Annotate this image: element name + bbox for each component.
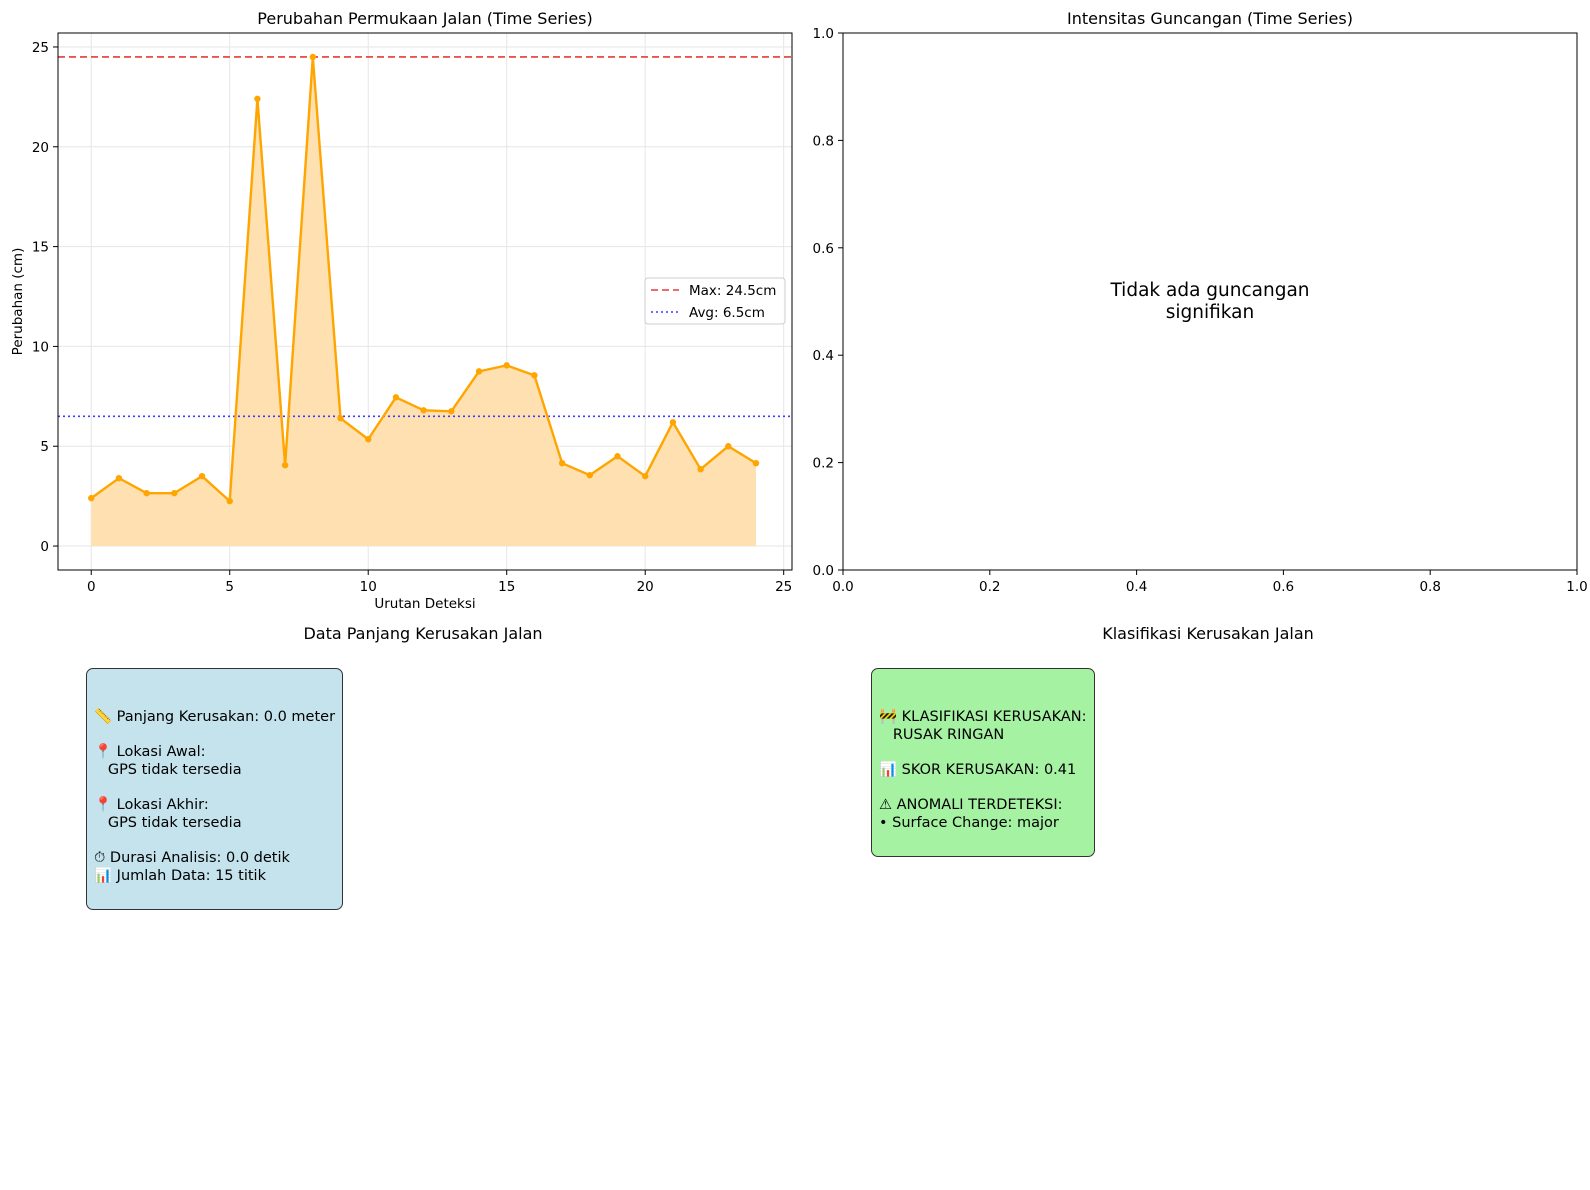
chart-title: Intensitas Guncangan (Time Series) xyxy=(1067,9,1353,28)
info-line xyxy=(94,727,335,745)
y-tick-label: 0.8 xyxy=(813,133,834,149)
y-tick-label: 10 xyxy=(32,339,49,355)
y-tick-label: 25 xyxy=(32,40,49,56)
data-point xyxy=(614,453,621,460)
data-point xyxy=(531,372,538,379)
info-line: 📊 SKOR KERUSAKAN: 0.41 xyxy=(879,761,1077,778)
info-line xyxy=(879,780,1087,798)
info-line: GPS tidak tersedia xyxy=(94,814,242,831)
data-point xyxy=(558,459,566,467)
x-tick-label: 5 xyxy=(225,579,234,595)
x-tick-label: 0.8 xyxy=(1419,579,1440,595)
info-line: 📍 Lokasi Awal: xyxy=(94,744,206,761)
x-axis-label: Urutan Deteksi xyxy=(374,596,475,612)
info-line: ⏱ Durasi Analisis: 0.0 detik xyxy=(94,849,290,866)
info-line: 🚧 KLASIFIKASI KERUSAKAN: xyxy=(879,709,1087,726)
data-point xyxy=(420,407,427,414)
data-point xyxy=(337,415,344,422)
data-point xyxy=(392,394,400,401)
data-point xyxy=(642,472,649,480)
x-axis-ticks: 0.0 0.2 0.4 0.6 0.8 1.0 xyxy=(832,570,1588,595)
x-tick-label: 10 xyxy=(360,579,377,595)
info-line xyxy=(879,744,1087,762)
y-tick-label: 15 xyxy=(32,240,49,256)
data-points xyxy=(88,53,760,505)
legend-avg-label: Avg: 6.5cm xyxy=(689,305,765,321)
data-point xyxy=(115,474,123,482)
klasifikasi-info-box: 🚧 KLASIFIKASI KERUSAKAN: RUSAK RINGAN 📊 S… xyxy=(871,668,1095,857)
surface-change-chart: Perubahan Permukaan Jalan (Time Series) … xyxy=(10,9,793,612)
y-tick-label: 0.0 xyxy=(813,563,834,579)
data-point xyxy=(309,53,317,61)
panjang-section-title: Data Panjang Kerusakan Jalan xyxy=(303,624,543,643)
y-tick-label: 1.0 xyxy=(813,26,834,42)
data-point xyxy=(143,489,150,497)
data-point xyxy=(448,408,455,415)
no-shock-annotation-line-1: Tidak ada guncangan xyxy=(1109,280,1309,301)
klasifikasi-section-title: Klasifikasi Kerusakan Jalan xyxy=(1102,624,1314,643)
data-point xyxy=(365,436,372,443)
x-axis-ticks: 0 5 10 15 20 25 xyxy=(87,570,792,595)
legend-max-label: Max: 24.5cm xyxy=(689,283,776,299)
area-fill xyxy=(91,56,756,547)
data-point xyxy=(586,471,594,479)
x-tick-label: 20 xyxy=(637,579,654,595)
data-point xyxy=(752,459,760,467)
y-tick-label: 0.4 xyxy=(813,348,834,364)
chart-title: Perubahan Permukaan Jalan (Time Series) xyxy=(257,9,592,28)
no-shock-annotation-line-2: signifikan xyxy=(1166,302,1255,323)
data-point xyxy=(226,497,233,505)
info-line xyxy=(94,780,335,798)
legend-box xyxy=(644,277,786,325)
x-tick-label: 0.6 xyxy=(1273,579,1294,595)
panjang-info-box: 📏 Panjang Kerusakan: 0.0 meter 📍 Lokasi A… xyxy=(86,668,344,910)
info-line: GPS tidak tersedia xyxy=(94,761,242,778)
y-tick-label: 0.2 xyxy=(813,456,834,472)
data-point xyxy=(171,489,178,497)
y-axis-label: Perubahan (cm) xyxy=(10,248,26,356)
plot-frame xyxy=(842,32,1578,571)
x-tick-label: 0 xyxy=(87,579,96,595)
y-tick-label: 0 xyxy=(40,539,49,555)
data-point xyxy=(254,95,261,103)
info-line: • Surface Change: major xyxy=(879,814,1059,831)
info-line: ⚠ ANOMALI TERDETEKSI: xyxy=(879,797,1063,814)
y-axis-ticks: 0 5 10 15 20 25 xyxy=(32,40,58,555)
plot-frame xyxy=(57,32,793,571)
x-tick-label: 25 xyxy=(775,579,792,595)
x-tick-label: 1.0 xyxy=(1566,579,1587,595)
data-point xyxy=(198,472,206,480)
info-line: 📍 Lokasi Akhir: xyxy=(94,797,209,814)
info-line: RUSAK RINGAN xyxy=(879,726,1005,743)
y-tick-label: 5 xyxy=(40,439,49,455)
data-point xyxy=(697,465,704,473)
data-point xyxy=(281,461,289,469)
x-tick-label: 15 xyxy=(498,579,515,595)
data-point xyxy=(725,443,732,450)
y-tick-label: 20 xyxy=(32,140,49,156)
info-line xyxy=(94,832,335,850)
data-point xyxy=(88,494,95,502)
legend: Max: 24.5cm Avg: 6.5cm xyxy=(644,277,786,325)
x-tick-label: 0.4 xyxy=(1126,579,1147,595)
x-tick-label: 0.0 xyxy=(832,579,853,595)
data-point xyxy=(669,419,677,426)
y-tick-label: 0.6 xyxy=(813,241,834,257)
info-line: 📊 Jumlah Data: 15 titik xyxy=(94,867,266,884)
info-line: 📏 Panjang Kerusakan: 0.0 meter xyxy=(94,709,336,726)
data-point xyxy=(475,368,483,375)
x-tick-label: 0.2 xyxy=(979,579,1000,595)
shock-intensity-chart: Intensitas Guncangan (Time Series) 0.0 0.… xyxy=(813,9,1588,595)
data-point xyxy=(503,362,510,369)
y-axis-ticks: 0.0 0.2 0.4 0.6 0.8 1.0 xyxy=(813,26,843,579)
